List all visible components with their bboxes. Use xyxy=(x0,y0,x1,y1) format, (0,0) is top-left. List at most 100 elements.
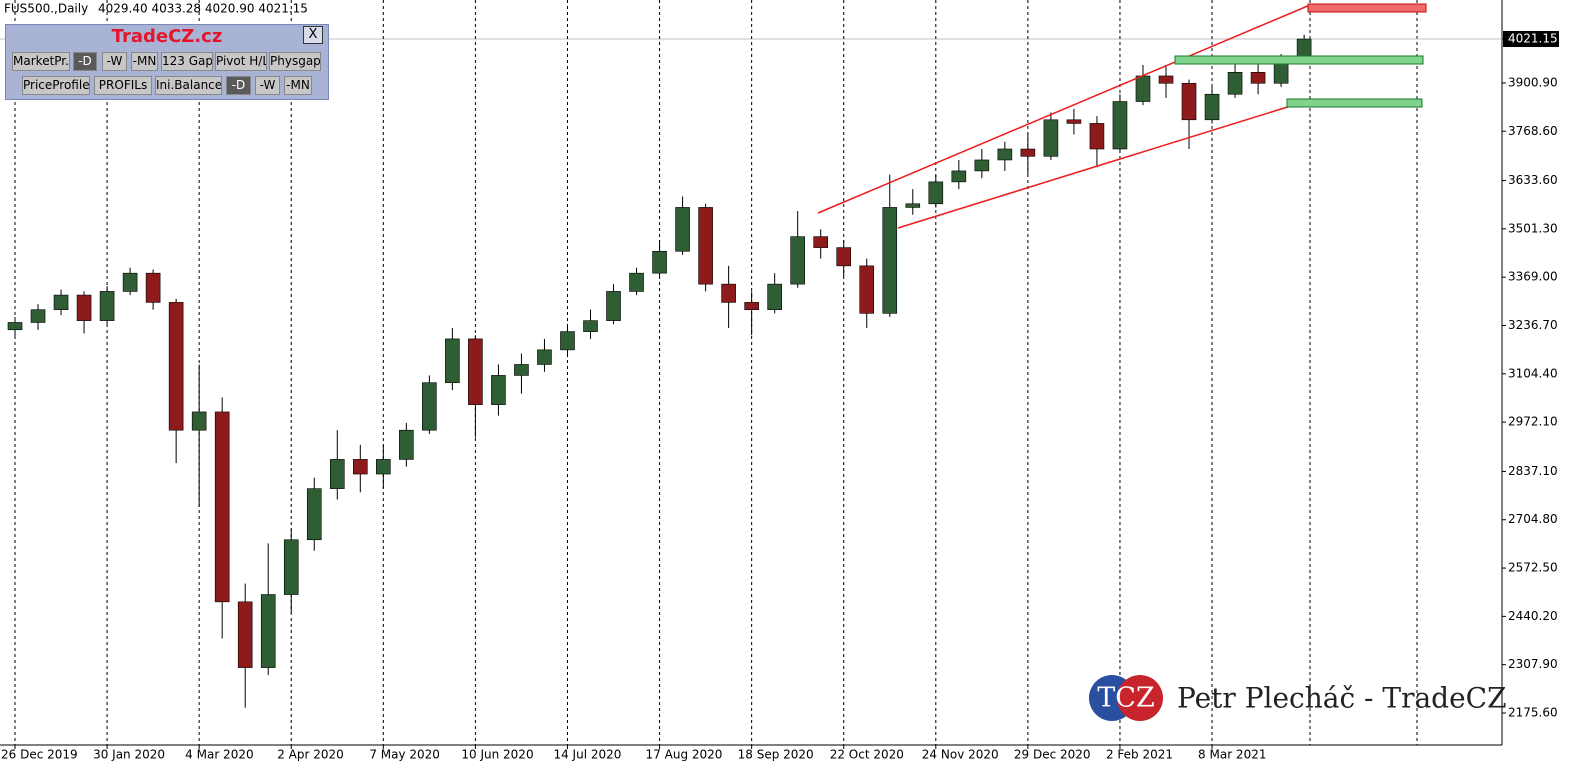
candle-body xyxy=(376,459,391,475)
x-tick-label: 30 Jan 2020 xyxy=(93,748,165,762)
x-tick-label: 4 Mar 2020 xyxy=(185,748,253,762)
y-tick-label: 2572.50 xyxy=(1508,561,1558,575)
zone-green xyxy=(1286,98,1423,108)
candle-body xyxy=(629,272,644,292)
panel-button[interactable]: Physgap xyxy=(269,52,321,71)
candle-body xyxy=(882,207,898,314)
y-tick-label: 2704.80 xyxy=(1508,512,1558,526)
y-tick-label: 3104.40 xyxy=(1508,366,1558,380)
candle-body xyxy=(560,331,575,351)
candle-body xyxy=(859,265,875,314)
candle-body xyxy=(514,364,529,376)
trend-line xyxy=(897,99,1311,229)
candle-body xyxy=(168,302,184,431)
y-tick-label: 2307.90 xyxy=(1508,657,1558,671)
candle-body xyxy=(698,207,713,285)
candle-body xyxy=(283,539,299,595)
x-tick-label: 7 May 2020 xyxy=(369,748,440,762)
candle-body xyxy=(1089,123,1105,150)
panel-button[interactable]: -D xyxy=(73,52,97,71)
panel-button[interactable]: Ini.Balance xyxy=(155,76,222,95)
candle-body xyxy=(122,272,138,292)
panel-button[interactable]: PriceProfile xyxy=(22,76,90,95)
watermark-text: Petr Plecháč - TradeCZ xyxy=(1177,682,1507,715)
candle-body xyxy=(606,291,621,321)
candle-body xyxy=(99,291,115,321)
candle-body xyxy=(352,459,368,475)
candle-body xyxy=(790,236,805,285)
header-symbol: FUS500.,Daily xyxy=(4,2,88,16)
candle-body xyxy=(445,338,460,384)
y-tick-label: 2972.10 xyxy=(1508,415,1558,429)
candle-body xyxy=(237,601,253,668)
panel-title: TradeCZ.cz xyxy=(111,26,223,47)
y-tick-label: 2175.60 xyxy=(1508,706,1558,720)
x-tick-label: 29 Dec 2020 xyxy=(1014,748,1091,762)
candle-body xyxy=(7,322,23,331)
candle-body xyxy=(468,338,483,405)
zone-red xyxy=(1307,3,1427,13)
candle-body xyxy=(1273,61,1289,84)
y-tick-label: 2440.20 xyxy=(1508,609,1558,623)
candle-body xyxy=(974,159,990,172)
candle-body xyxy=(905,203,921,208)
y-tick-label: 3633.60 xyxy=(1508,173,1558,187)
panel-button[interactable]: -W xyxy=(102,52,127,71)
panel-button[interactable]: -MN xyxy=(284,76,312,95)
candle-body xyxy=(1250,72,1266,84)
candle-body xyxy=(1135,75,1151,102)
candle-body xyxy=(928,181,944,205)
candle-body xyxy=(1112,101,1128,150)
indicator-panel: TradeCZ.cz X MarketPr. -D -W -MN 123 Gap Pivo… xyxy=(5,24,329,100)
logo-circle xyxy=(1117,675,1163,721)
candle-body xyxy=(53,294,69,310)
candle-body xyxy=(1158,75,1174,84)
panel-button[interactable]: 123 Gap xyxy=(161,52,213,71)
candle-body xyxy=(214,411,230,603)
panel-button[interactable]: -MN xyxy=(131,52,158,71)
panel-button[interactable]: PROFILs xyxy=(94,76,152,95)
x-tick-label: 10 Jun 2020 xyxy=(461,748,533,762)
candle-body xyxy=(145,272,161,303)
y-tick-label: 3369.00 xyxy=(1508,270,1558,284)
candle-body xyxy=(721,283,736,303)
candle-body xyxy=(1204,93,1220,121)
x-tick-label: 14 Jul 2020 xyxy=(553,748,621,762)
candle-body xyxy=(399,429,414,460)
x-tick-label: 2 Apr 2020 xyxy=(277,748,344,762)
candle-body xyxy=(30,309,46,323)
x-tick-label: 26 Dec 2019 xyxy=(1,748,78,762)
candle-body xyxy=(329,459,345,489)
y-tick-label: 4021.15 xyxy=(1508,32,1558,46)
candle-body xyxy=(1227,72,1243,95)
x-tick-label: 8 Mar 2021 xyxy=(1198,748,1266,762)
candle-body xyxy=(583,320,598,332)
panel-button[interactable]: Pivot H/L xyxy=(215,52,267,71)
candle-body xyxy=(306,488,322,541)
y-tick-label: 3900.90 xyxy=(1508,75,1558,89)
y-tick-label: 3236.70 xyxy=(1508,318,1558,332)
candle-body xyxy=(76,294,92,321)
candle-body xyxy=(1043,119,1059,157)
x-tick-label: 24 Nov 2020 xyxy=(922,748,999,762)
candle-body xyxy=(813,236,829,248)
close-button[interactable]: X xyxy=(303,26,323,44)
price-label-bg xyxy=(1503,31,1559,48)
panel-button[interactable]: -D xyxy=(226,76,251,95)
candle-body xyxy=(422,382,437,431)
y-tick-label: 3501.30 xyxy=(1508,221,1558,235)
candle-body xyxy=(1181,82,1197,121)
panel-button[interactable]: -W xyxy=(255,76,280,95)
candle-body xyxy=(1020,148,1036,157)
zone-green xyxy=(1174,55,1424,65)
trend-line xyxy=(817,4,1311,214)
candle-body xyxy=(537,349,552,365)
header-ohlc: 4029.40 4033.28 4020.90 4021.15 xyxy=(98,2,308,16)
panel-button[interactable]: MarketPr. xyxy=(12,52,70,71)
x-tick-label: 2 Feb 2021 xyxy=(1106,748,1173,762)
candle-body xyxy=(652,250,667,274)
candle-body xyxy=(744,302,759,310)
x-tick-label: 18 Sep 2020 xyxy=(738,748,814,762)
